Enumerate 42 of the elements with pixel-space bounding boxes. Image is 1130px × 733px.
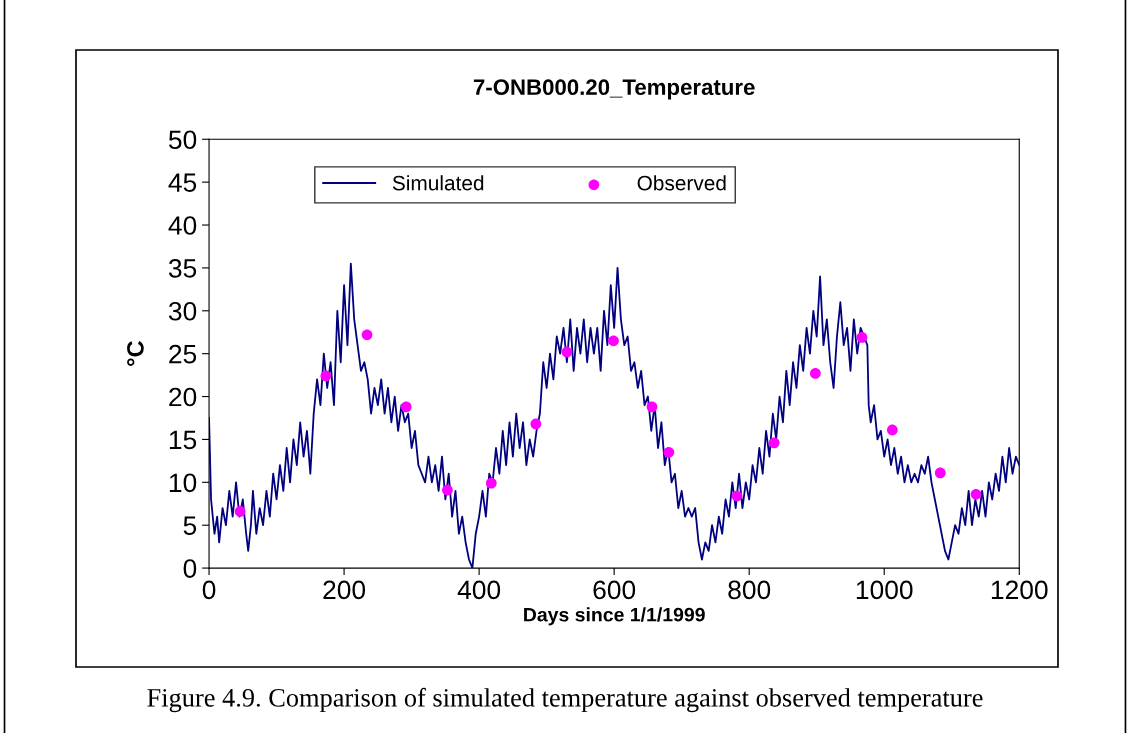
point <box>663 446 675 458</box>
y-tick-label: 30 <box>168 301 197 321</box>
x-tick-label: 800 <box>728 580 771 600</box>
y-tick-label: 40 <box>168 216 197 235</box>
point <box>768 437 780 449</box>
x-tick-label: 600 <box>593 580 636 600</box>
point <box>485 477 497 489</box>
point <box>400 401 412 413</box>
point <box>234 506 246 517</box>
y-tick-label: 0 <box>183 559 197 578</box>
point <box>320 370 332 382</box>
point <box>856 332 868 343</box>
point <box>646 401 658 413</box>
legend-label: Observed <box>637 175 726 191</box>
x-tick-label: 400 <box>457 580 501 600</box>
point <box>361 329 373 341</box>
y-tick-label: 10 <box>169 473 197 493</box>
y-tick-label: 35 <box>168 259 197 278</box>
x-tick-label: 0 <box>202 580 216 600</box>
y-tick-label: 20 <box>169 387 197 407</box>
point <box>886 424 898 436</box>
x-tick-label: 200 <box>323 580 366 600</box>
point <box>442 484 453 496</box>
point <box>731 490 743 502</box>
point <box>561 346 573 358</box>
point <box>530 418 542 430</box>
caption: Figure 4.9. Comparison of simulated temperature against observed temperature <box>147 687 983 713</box>
y-tick-label: 15 <box>169 430 197 450</box>
point <box>809 368 821 379</box>
point <box>970 488 982 500</box>
point <box>608 335 619 347</box>
point <box>934 467 946 479</box>
y-tick-label: 25 <box>169 344 197 364</box>
legend-label: Simulated <box>392 175 484 191</box>
y-tick-label: 50 <box>168 130 197 150</box>
chart-title: 7-ONB000.20_Temperature <box>473 79 755 100</box>
y-axis-title: °C <box>127 341 144 366</box>
x-tick-label: 1000 <box>856 580 913 600</box>
x-axis-title: Days since 1/1/1999 <box>524 607 705 626</box>
y-tick-label: 5 <box>183 516 197 536</box>
x-tick-label: 1200 <box>991 580 1048 600</box>
y-tick-label: 45 <box>168 173 197 192</box>
